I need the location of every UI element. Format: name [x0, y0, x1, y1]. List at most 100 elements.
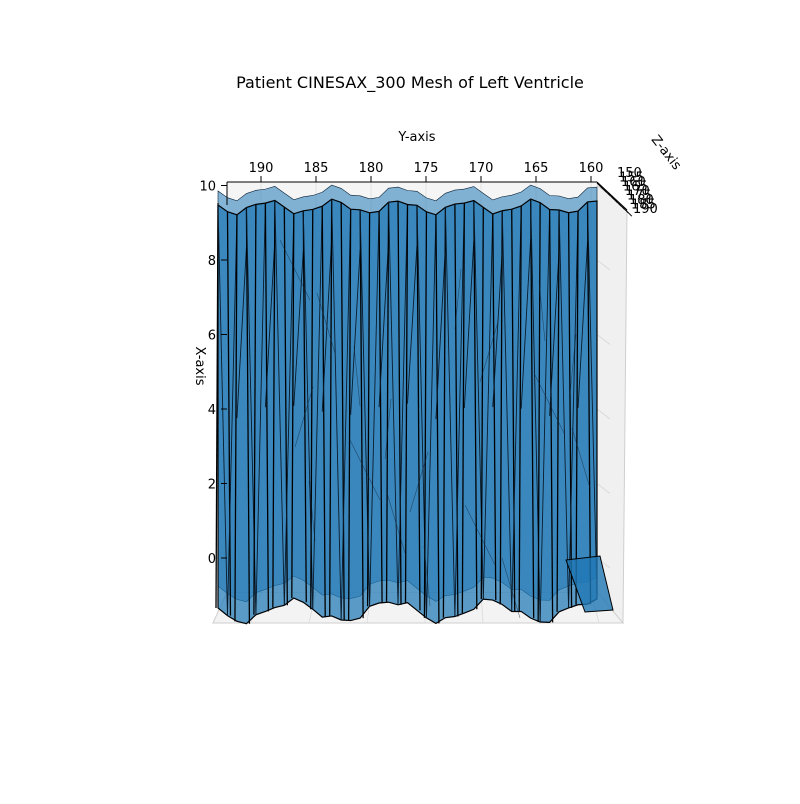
mesh-edge — [501, 557, 521, 619]
mesh-edge — [404, 204, 409, 603]
mesh-edge — [435, 214, 440, 624]
y-tick-label: 190 — [249, 161, 274, 176]
z-tick-label: 165 — [623, 180, 648, 195]
mesh-edge — [558, 209, 570, 608]
mesh-edge — [283, 213, 295, 606]
x-axis-label: X-axis — [192, 347, 207, 386]
mesh-edge — [253, 204, 257, 615]
mesh-edge — [302, 210, 307, 603]
mesh-edge — [423, 211, 428, 618]
mesh-edge — [454, 203, 465, 617]
z-axis-line — [596, 181, 628, 211]
z-tick-mark — [625, 209, 633, 217]
mesh-edge — [366, 212, 371, 607]
x-tick-label: 2 — [208, 478, 216, 493]
mesh-edge — [549, 249, 560, 416]
x-grid-line — [596, 334, 611, 345]
z-tick-label: 170 — [625, 184, 650, 199]
mesh-edge — [272, 200, 276, 608]
x-tick-label: 6 — [208, 329, 216, 344]
mesh-edge — [567, 212, 573, 608]
mesh-edge — [316, 292, 336, 354]
mesh-edge — [407, 245, 418, 404]
mesh-edge — [586, 201, 592, 605]
z-tick-label: 150 — [617, 166, 642, 181]
mesh-edge — [350, 249, 361, 415]
mesh-edge — [577, 241, 588, 408]
y-tick-label: 175 — [414, 161, 439, 176]
mesh-edge — [442, 207, 447, 618]
mesh-edge — [264, 240, 276, 408]
y-axis-label: Y-axis — [397, 130, 435, 145]
mesh-edge — [511, 209, 516, 612]
mesh-edge — [227, 214, 238, 616]
z-axis-label: Z-axis — [648, 133, 684, 173]
mesh-edge — [571, 427, 591, 489]
mesh-edge — [473, 200, 478, 610]
x-ticks: 0 2 4 6 8 10 — [199, 180, 227, 567]
mesh-edge — [340, 202, 345, 620]
mesh-edge — [349, 439, 381, 501]
y-tick-label: 165 — [524, 161, 549, 176]
z-tick-label: 185 — [631, 198, 656, 213]
mesh-edge — [378, 211, 383, 604]
x-grid-line — [596, 259, 611, 271]
mesh-edge — [274, 200, 285, 606]
mesh-edge — [499, 210, 503, 605]
x-tick-label: 10 — [199, 180, 216, 195]
mesh-edge — [423, 545, 431, 607]
mesh-edge — [530, 199, 535, 619]
mesh-edge — [378, 242, 389, 408]
mesh-edge — [538, 280, 546, 342]
x-grid-line — [596, 408, 611, 420]
mesh-edge — [537, 202, 541, 623]
mesh-edge — [236, 247, 247, 419]
mesh-edge — [245, 207, 251, 624]
mesh-edge — [416, 205, 421, 611]
right-pane — [596, 180, 628, 624]
mesh-edge — [359, 209, 364, 619]
mesh-edge — [409, 451, 429, 513]
mesh-edge — [291, 213, 295, 599]
mesh-edge — [482, 213, 494, 600]
mesh-edge — [255, 203, 266, 615]
mesh-edge — [293, 250, 304, 406]
mesh-edge — [454, 204, 459, 617]
mesh-edge — [386, 492, 406, 554]
mesh-flap — [565, 555, 614, 613]
mesh-edge — [226, 211, 232, 616]
mesh-edge — [294, 386, 314, 448]
mesh-edge — [501, 210, 513, 612]
mesh-edge — [556, 209, 560, 612]
mesh-layer — [215, 184, 614, 625]
mesh-edge — [340, 209, 352, 620]
mesh-edge — [539, 209, 551, 623]
mesh-edge — [464, 504, 496, 566]
x-tick-label: 0 — [208, 552, 216, 567]
mesh-edge — [310, 209, 314, 610]
mesh-edge — [353, 345, 361, 407]
mesh-edge — [426, 214, 437, 618]
x-tick-label: 8 — [208, 254, 216, 269]
z-tick-label: 180 — [629, 193, 654, 208]
mesh-edge — [308, 480, 316, 542]
mesh-edge — [234, 214, 238, 622]
mesh-edge — [492, 213, 497, 601]
mesh-edge — [312, 206, 323, 610]
y-ticks: 190 185 180 175 170 165 160 — [249, 161, 603, 182]
z-tick-label: 175 — [627, 189, 652, 204]
x-grid-line — [596, 483, 611, 494]
mesh-edge — [463, 240, 475, 409]
mesh-edge — [461, 203, 465, 614]
y-tick-label: 185 — [304, 161, 329, 176]
mesh-edge — [569, 333, 577, 395]
mesh-edge — [548, 209, 554, 623]
mesh-edge — [348, 209, 352, 621]
x-tick-label: 4 — [208, 403, 216, 418]
mesh-edge — [388, 202, 399, 605]
z-tick-label: 160 — [621, 175, 646, 190]
mesh-edge — [264, 203, 270, 612]
mesh-edge — [575, 211, 579, 605]
